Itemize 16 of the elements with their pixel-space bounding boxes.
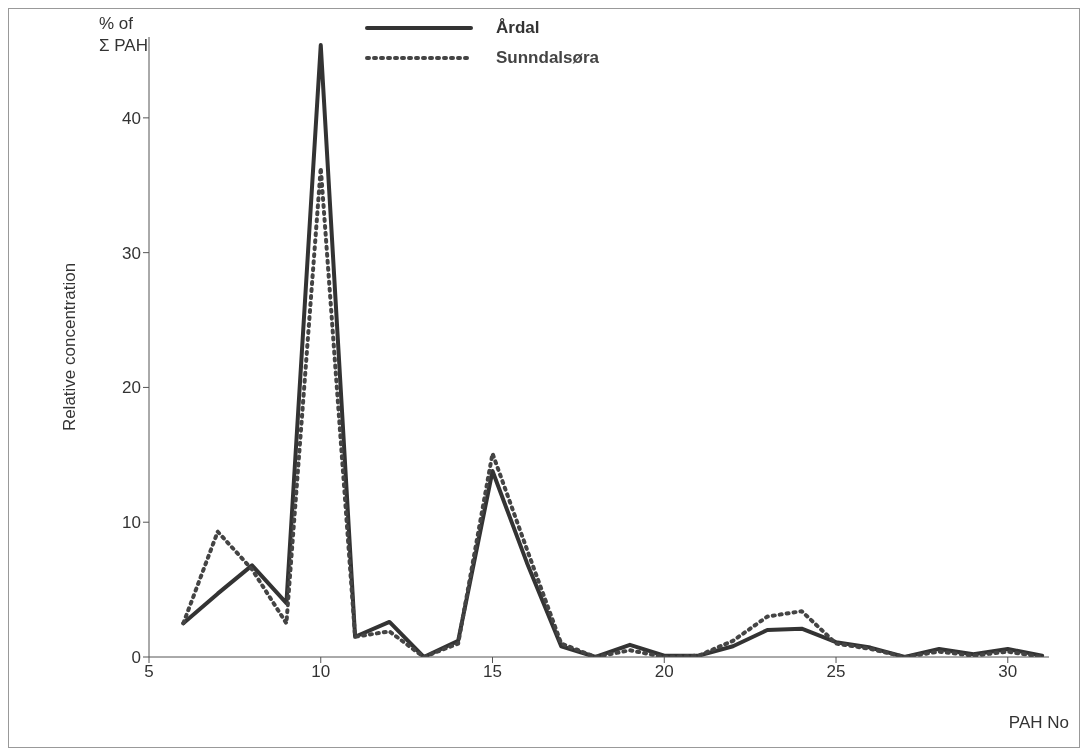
text: Sunndalsøra <box>496 48 599 68</box>
y-axis-title: Relative concentration <box>60 262 80 432</box>
text: % of Σ PAH <box>99 13 148 57</box>
y-tick-label: 10 <box>122 513 141 533</box>
y-tick-label: 40 <box>122 108 141 128</box>
x-tick-label: 10 <box>311 662 331 682</box>
x-tick-label: 25 <box>826 662 846 682</box>
text: Årdal <box>496 18 540 38</box>
x-tick-label: 5 <box>144 662 154 682</box>
y-tick-label: 0 <box>131 648 141 668</box>
y-tick-label: 20 <box>122 378 141 398</box>
x-axis-title: PAH No <box>1008 713 1069 733</box>
x-tick-label: 20 <box>654 662 674 682</box>
x-tick-label: 15 <box>483 662 502 682</box>
x-tick-label: 30 <box>998 662 1018 682</box>
y-tick-label: 30 <box>122 243 141 263</box>
